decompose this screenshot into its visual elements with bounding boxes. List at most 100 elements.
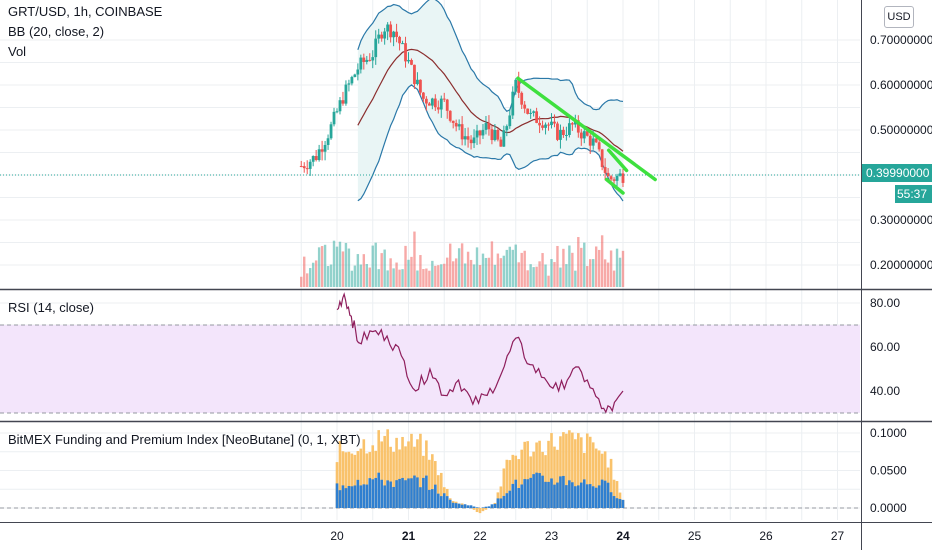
- volume-bar: [523, 250, 526, 287]
- volume-bar: [597, 249, 601, 287]
- funding-premium-bar: [353, 454, 357, 508]
- candle-body: [505, 126, 509, 131]
- funding-premium-bar: [615, 481, 619, 508]
- funding-premium-bar: [439, 472, 443, 508]
- volume-bar: [526, 270, 529, 287]
- funding-premium-bar: [428, 459, 431, 508]
- volume-bar: [323, 244, 327, 287]
- funding-rate-bar: [416, 477, 419, 508]
- funding-premium-bar: [574, 439, 577, 508]
- funding-rate-bar: [442, 493, 446, 508]
- rsi-line: [336, 292, 624, 414]
- funding-premium-bar: [523, 441, 526, 508]
- volume-bar: [517, 262, 520, 287]
- currency-button[interactable]: USD: [884, 6, 914, 28]
- funding-premium-bar: [344, 452, 348, 508]
- volume-bar: [466, 251, 470, 287]
- funding-rate-bar: [544, 481, 547, 508]
- candle-body: [317, 149, 321, 161]
- price-axis-tick-label: 0.50000000: [870, 123, 932, 137]
- funding-rate-bar: [398, 478, 401, 508]
- funding-rate-bar: [568, 480, 571, 508]
- candle-body: [499, 139, 503, 147]
- funding-rate-bar: [386, 480, 389, 508]
- volume-bar: [303, 256, 306, 287]
- funding-rate-bar: [439, 496, 443, 508]
- candle-body: [457, 124, 461, 127]
- funding-rate-bar: [344, 488, 348, 508]
- trendline-upper: [516, 76, 657, 182]
- candle-body: [582, 131, 586, 139]
- funding-rate-bar: [362, 484, 366, 508]
- funding-premium-bar: [434, 461, 437, 508]
- volume-bar: [469, 259, 473, 287]
- funding-rate-bar: [350, 486, 354, 508]
- volume-bar: [547, 275, 550, 287]
- candle-body: [386, 24, 390, 32]
- candle-body: [544, 124, 547, 128]
- funding-premium-bar: [380, 441, 383, 508]
- funding-rate-bar: [597, 485, 601, 508]
- funding-rate-bar: [550, 478, 553, 508]
- volume-bar: [422, 269, 425, 287]
- candle-body: [481, 129, 485, 136]
- funding-rate-bar: [514, 479, 518, 508]
- time-axis-tick-label: 25: [688, 529, 702, 543]
- candle-body: [520, 92, 524, 105]
- candle-body: [430, 98, 434, 106]
- funding-rate-bar: [496, 498, 500, 508]
- volume-bar: [592, 259, 595, 287]
- volume-bar: [395, 262, 398, 287]
- candle-body: [421, 92, 425, 99]
- candle-body: [591, 138, 595, 146]
- funding-rate-bar: [523, 479, 526, 508]
- candle-body: [526, 108, 530, 114]
- volume-bar: [535, 266, 538, 287]
- funding-premium-bar: [565, 433, 568, 508]
- price-axis-tick-label: 0.20000000: [870, 258, 932, 272]
- funding-premium-bar: [416, 439, 419, 508]
- funding-rate-bar: [392, 486, 395, 508]
- funding-premium-bar: [362, 439, 366, 508]
- candle-body: [514, 79, 518, 92]
- funding-premium-bar: [571, 432, 574, 508]
- legend-volume: Vol: [8, 44, 27, 59]
- funding-rate-bar: [356, 479, 360, 508]
- candle-body: [395, 31, 398, 37]
- candle-body: [410, 59, 413, 65]
- funding-rate-bar: [484, 506, 488, 508]
- candle-body: [356, 69, 360, 75]
- funding-premium-bar: [478, 508, 482, 514]
- candle-body: [359, 57, 363, 70]
- funding-premium-bar: [577, 433, 580, 508]
- candle-body: [597, 142, 601, 150]
- candle-body: [389, 24, 393, 38]
- funding-rate-bar: [371, 479, 375, 508]
- funding-rate-bar: [594, 487, 598, 508]
- volume-bar: [574, 270, 577, 287]
- candle-body: [439, 98, 443, 110]
- candle-body: [401, 43, 404, 45]
- funding-rate-bar: [565, 485, 568, 508]
- volume-bar: [440, 264, 443, 287]
- volume-bar: [443, 263, 446, 287]
- candle-body: [547, 124, 550, 126]
- volume-bar: [446, 257, 449, 287]
- funding-rate-bar: [582, 479, 586, 508]
- volume-bar: [514, 244, 517, 287]
- funding-rate-bar: [571, 482, 574, 508]
- candle-body: [585, 131, 589, 136]
- funding-premium-bar: [559, 436, 562, 508]
- funding-premium-bar: [371, 445, 375, 508]
- volume-bar: [413, 231, 416, 287]
- volume-bar: [437, 265, 440, 287]
- funding-rate-bar: [365, 484, 369, 508]
- bollinger-upper-line: [357, 0, 624, 112]
- funding-premium-bar: [556, 449, 559, 508]
- funding-premium-bar: [579, 437, 583, 508]
- volume-bar: [529, 264, 532, 287]
- trendline-lower-base: [604, 177, 625, 195]
- volume-bar: [407, 259, 410, 287]
- funding-rate-bar: [579, 482, 583, 508]
